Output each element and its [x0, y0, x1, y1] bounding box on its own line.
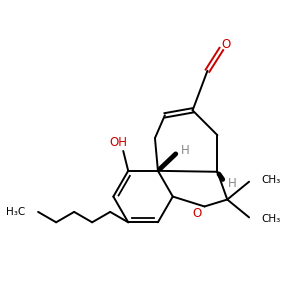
- Text: H: H: [228, 177, 237, 190]
- Text: O: O: [192, 207, 201, 220]
- Text: O: O: [222, 38, 231, 52]
- Text: CH₃: CH₃: [261, 175, 280, 185]
- Text: CH₃: CH₃: [261, 214, 280, 224]
- Text: H₃C: H₃C: [6, 207, 25, 217]
- Text: OH: OH: [109, 136, 127, 148]
- Text: H: H: [181, 143, 190, 157]
